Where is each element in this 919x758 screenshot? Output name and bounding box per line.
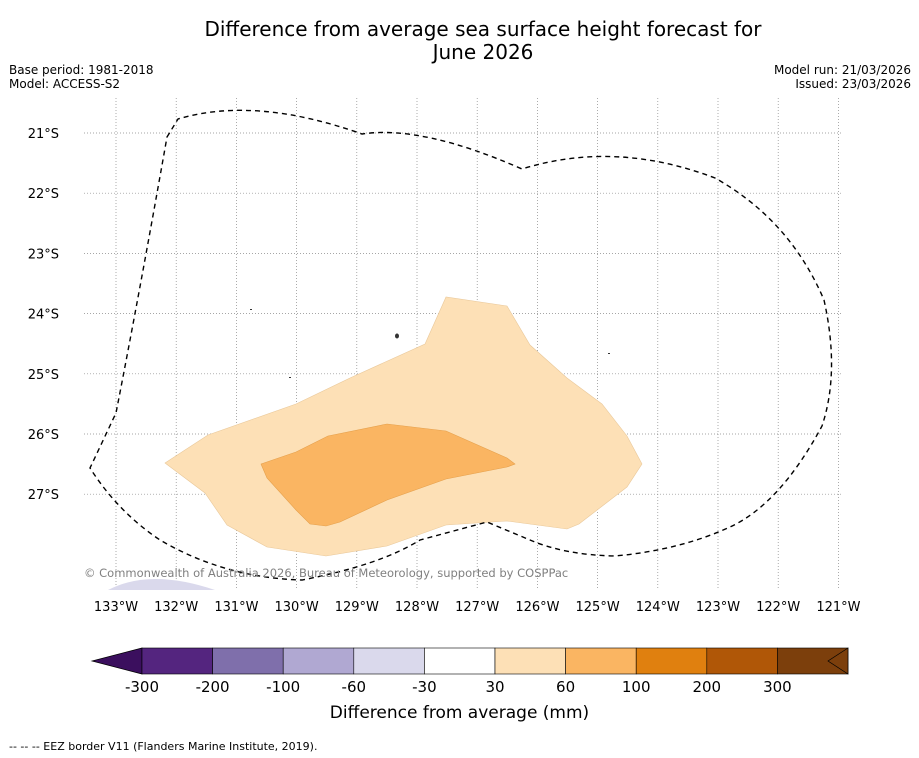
longitude-label: 126°W — [515, 600, 559, 615]
longitude-label: 122°W — [756, 600, 800, 615]
longitude-label: 129°W — [335, 600, 379, 615]
colorbar-title: Difference from average (mm) — [329, 703, 590, 723]
base-period: Base period: 1981-2018 — [9, 63, 154, 77]
longitude-labels: 133°W 132°W 131°W 130°W 129°W 128°W 127°W 126°W… — [94, 600, 861, 615]
anomaly-band-60-100 — [260, 423, 516, 527]
colorbar-tick-label: 30 — [485, 678, 504, 696]
eez-legend-note: -- -- -- EEZ border V11 (Flanders Marine… — [9, 740, 318, 753]
colorbar: -300 -200 -100 -60 -30 30 60 100 200 300 — [90, 647, 849, 696]
model-run-date: Model run: 21/03/2026 — [773, 63, 911, 77]
latitude-label: 23°S — [28, 247, 59, 262]
colorbar-tick-label: 200 — [692, 678, 721, 696]
island-marker — [289, 377, 291, 378]
colorbar-tick-label: -300 — [125, 678, 159, 696]
run-info: Model run: 21/03/2026 Issued: 23/03/2026 — [774, 63, 911, 91]
longitude-label: 127°W — [455, 600, 499, 615]
island-marker — [608, 353, 610, 354]
model-info: Base period: 1981-2018 Model: ACCESS-S2 — [9, 63, 154, 91]
eez-border — [89, 109, 833, 581]
colorbar-tick-label: -30 — [412, 678, 437, 696]
colorbar-segment — [424, 647, 496, 675]
sea-level-anomaly-fill — [108, 296, 643, 590]
longitude-label: 130°W — [275, 600, 319, 615]
model-name: Model: ACCESS-S2 — [9, 77, 121, 91]
longitude-label: 128°W — [395, 600, 439, 615]
colorbar-segment — [635, 647, 708, 675]
colorbar-segment — [494, 647, 566, 675]
latitude-label: 27°S — [28, 488, 59, 503]
colorbar-segment — [212, 647, 284, 675]
colorbar-segment — [353, 647, 425, 675]
colorbar-segment — [565, 647, 637, 675]
title-line-2: June 2026 — [432, 40, 534, 64]
longitude-label: 133°W — [94, 600, 138, 615]
longitude-label: 132°W — [154, 600, 198, 615]
latitude-label: 25°S — [28, 368, 59, 383]
island-marker — [395, 333, 399, 339]
latitude-label: 21°S — [28, 127, 59, 142]
anomaly-band-negative — [108, 579, 215, 590]
colorbar-segment — [141, 647, 213, 675]
colorbar-tick-label: 60 — [556, 678, 575, 696]
longitude-label: 121°W — [816, 600, 860, 615]
colorbar-tick-label: -100 — [266, 678, 300, 696]
latitude-label: 24°S — [28, 308, 59, 323]
latitude-label: 22°S — [28, 187, 59, 202]
copyright-notice: © Commonwealth of Australia 2026, Bureau… — [84, 566, 568, 580]
colorbar-tick-label: 300 — [763, 678, 792, 696]
colorbar-tick-label: -60 — [342, 678, 367, 696]
colorbar-extend-high — [827, 647, 849, 675]
colorbar-segment — [706, 647, 778, 675]
colorbar-segment — [282, 647, 355, 675]
longitude-label: 123°W — [696, 600, 740, 615]
longitude-label: 131°W — [214, 600, 258, 615]
latitude-labels: 21°S 22°S 23°S 24°S 25°S 26°S 27°S — [28, 127, 59, 503]
colorbar-tick-label: 100 — [622, 678, 651, 696]
title-line-1: Difference from average sea surface heig… — [204, 17, 762, 41]
issued-date: Issued: 23/03/2026 — [795, 77, 911, 91]
island-marker — [250, 309, 252, 310]
latitude-label: 26°S — [28, 428, 59, 443]
colorbar-tick-label: -200 — [196, 678, 230, 696]
longitude-label: 125°W — [576, 600, 620, 615]
colorbar-extend-low — [90, 647, 143, 675]
map-title: Difference from average sea surface heig… — [0, 18, 919, 64]
longitude-label: 124°W — [636, 600, 680, 615]
